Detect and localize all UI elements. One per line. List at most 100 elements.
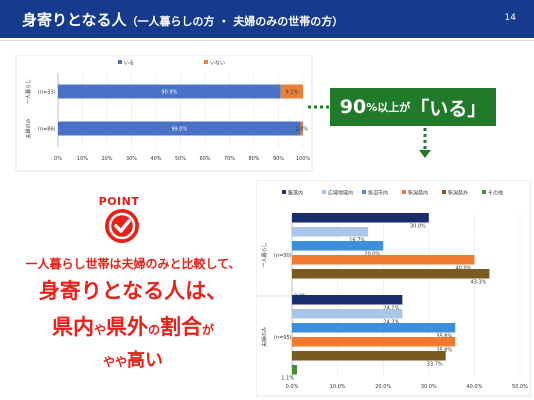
legend-swatch-1 xyxy=(204,60,208,64)
bar-0-1 xyxy=(280,84,303,99)
x-tick-8: 80% xyxy=(248,156,259,162)
bar2-1-4 xyxy=(292,351,446,361)
chart2-frame xyxy=(256,180,531,397)
chart1-frame xyxy=(15,55,313,172)
data2-label-1-5: 1.1% xyxy=(281,376,294,382)
legend-label-0: いる xyxy=(124,61,134,67)
x-tick-5: 50% xyxy=(175,156,186,162)
point-label: POINT xyxy=(98,195,140,208)
bar2-0-0 xyxy=(292,213,429,223)
legend2-label-3: 新潟県内 xyxy=(408,190,428,197)
legend2-swatch-3 xyxy=(402,190,406,194)
bar-1-0 xyxy=(58,121,301,136)
callout-number: 90 xyxy=(339,96,367,118)
title-main: 身寄りとなる人 xyxy=(22,11,127,29)
check-icon xyxy=(105,209,139,243)
point-word-kengai: 県外 xyxy=(105,315,148,339)
point-text-line1: 一人暮らし世帯は夫婦のみと比較して、 xyxy=(25,257,241,271)
category-n-0: (n=33) xyxy=(38,90,56,96)
callout-box: 90 %以上が 「いる」 xyxy=(330,88,496,126)
bar2-0-2 xyxy=(292,241,384,251)
category-label-0: 一人暮らし xyxy=(25,79,32,104)
callout-emphasis: 「いる」 xyxy=(410,97,487,120)
x2-tick-3: 30.0% xyxy=(421,384,437,390)
point-word-wariai: 割合 xyxy=(160,315,202,339)
data2-label-1-3: 35.8% xyxy=(436,348,452,354)
data-label-1-1: 1.0% xyxy=(295,127,308,133)
category-n-1: (n=86) xyxy=(38,127,56,133)
data-label-0-1: 9.1% xyxy=(286,90,299,96)
legend-swatch-0 xyxy=(118,60,122,64)
point-text-line2: 身寄りとなる人は、 xyxy=(38,279,228,303)
category-label-1: 夫婦のみ xyxy=(25,118,32,138)
data2-label-0-4: 43.3% xyxy=(471,280,487,286)
bar2-0-1 xyxy=(292,227,369,237)
category2-n-0: (n=30) xyxy=(274,253,292,259)
data-label-0-0: 90.9% xyxy=(161,90,177,96)
category2-n-1: (n=95) xyxy=(274,335,292,341)
bar-1-1 xyxy=(300,121,303,136)
x-tick-2: 20% xyxy=(101,156,112,162)
legend2-swatch-5 xyxy=(482,190,486,194)
bar2-1-5 xyxy=(292,365,298,375)
bar2-1-0 xyxy=(292,295,403,305)
bar2-0-4 xyxy=(292,269,490,279)
x2-tick-5: 50.0% xyxy=(512,384,528,390)
point-word-takai: 高い xyxy=(127,350,163,371)
page-number: 14 xyxy=(504,13,516,23)
data2-label-0-0: 30.0% xyxy=(410,224,426,230)
legend2-swatch-0 xyxy=(282,190,286,194)
data2-label-1-4: 33.7% xyxy=(427,362,443,368)
point-particle-ga: が xyxy=(202,323,215,337)
title-sub: （一人暮らしの方 ・ 夫婦のみの世帯の方） xyxy=(126,15,344,28)
header-bar: 身寄りとなる人（一人暮らしの方 ・ 夫婦のみの世帯の方） 14 xyxy=(0,0,534,38)
legend2-label-5: その他 xyxy=(488,190,503,197)
data2-label-0-3: 40.0% xyxy=(456,266,472,272)
data-label-1-0: 99.0% xyxy=(171,127,187,133)
bar2-1-1 xyxy=(292,309,403,319)
x2-tick-0: 0.0% xyxy=(286,384,299,390)
legend2-swatch-1 xyxy=(322,190,326,194)
bar2-0-3 xyxy=(292,255,475,265)
callout-text: %以上が xyxy=(366,101,411,114)
data2-label-0-2: 20.0% xyxy=(364,252,380,258)
x-tick-4: 40% xyxy=(150,156,161,162)
header-divider xyxy=(0,40,534,41)
x2-tick-1: 10.0% xyxy=(330,384,346,390)
x-tick-9: 90% xyxy=(273,156,284,162)
category2-label-1: 夫婦のみ xyxy=(261,327,268,347)
chart-location: 集落内 広域地域内 魚沼市内 新潟県内 新潟県外 その他 0.0% 10.0% 20.0% 30.… xyxy=(256,180,531,397)
x-tick-0: 0% xyxy=(54,156,62,162)
x-tick-1: 10% xyxy=(77,156,88,162)
x2-tick-4: 40.0% xyxy=(466,384,482,390)
point-text-line4: やや高い xyxy=(0,346,266,372)
bar-0-0 xyxy=(58,84,281,99)
bar2-1-2 xyxy=(292,323,456,333)
bar2-1-3 xyxy=(292,337,456,347)
point-text-line3: 県内や県外の割合が xyxy=(0,311,266,341)
legend2-label-2: 魚沼市内 xyxy=(368,190,388,197)
data2-label-0-1: 16.7% xyxy=(349,238,365,244)
point-particle-no: の xyxy=(147,323,160,337)
x-tick-7: 70% xyxy=(224,156,235,162)
x2-tick-2: 20.0% xyxy=(375,384,391,390)
x-tick-3: 30% xyxy=(126,156,137,162)
x-tick-6: 60% xyxy=(199,156,210,162)
chart-presence: いる いない 0% 10% 20% 30% 40% 50% 60% 70% 80% 90% 100% 一人… xyxy=(15,55,313,172)
legend2-label-4: 新潟県外 xyxy=(448,190,468,197)
data2-label-1-2: 35.8% xyxy=(436,334,452,340)
legend2-swatch-4 xyxy=(442,190,446,194)
point-particle-ya: や xyxy=(93,323,106,337)
page-title: 身寄りとなる人（一人暮らしの方 ・ 夫婦のみの世帯の方） xyxy=(22,9,343,30)
point-word-yaya: やや xyxy=(102,355,127,369)
legend2-label-1: 広域地域内 xyxy=(328,190,353,197)
legend-label-1: いない xyxy=(210,60,225,67)
legend2-label-0: 集落内 xyxy=(288,190,303,197)
data2-label-1-1: 24.2% xyxy=(383,320,399,326)
data2-label-1-0: 24.2% xyxy=(383,306,399,312)
legend2-swatch-2 xyxy=(362,190,366,194)
point-word-kennai: 県内 xyxy=(51,315,94,339)
x-tick-10: 100% xyxy=(296,156,311,162)
category2-label-0: 一人暮らし xyxy=(261,242,268,267)
